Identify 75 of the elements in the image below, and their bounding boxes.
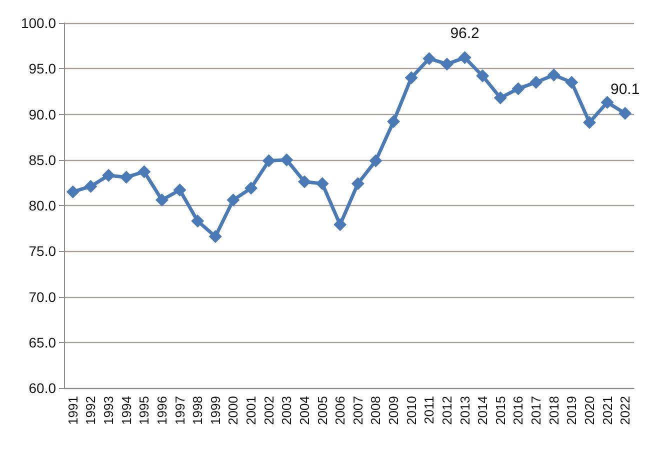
point xyxy=(582,116,596,129)
point xyxy=(565,76,578,89)
x-tick-label: 1992 xyxy=(83,396,98,425)
x-tick-label: 2016 xyxy=(510,396,526,425)
x-tick-label: 2005 xyxy=(314,396,330,425)
x-tick-label: 2019 xyxy=(564,396,580,425)
y-tick-label: 85.0 xyxy=(28,152,56,168)
point xyxy=(458,51,472,64)
point xyxy=(530,76,543,89)
x-tick-label: 2022 xyxy=(618,396,633,425)
x-tick-label: 2020 xyxy=(582,396,597,425)
data-label: 90.1 xyxy=(610,80,640,98)
x-tick-label: 2001 xyxy=(244,396,259,425)
point xyxy=(387,115,400,128)
y-tick-label: 75.0 xyxy=(28,243,56,260)
x-tick-label: 1994 xyxy=(118,396,134,425)
point xyxy=(191,214,204,228)
x-tick-label: 2008 xyxy=(368,396,384,425)
x-tick-label: 1996 xyxy=(154,396,170,425)
x-tick-label: 2004 xyxy=(296,396,312,425)
data-label: 96.2 xyxy=(450,25,480,42)
x-tick-label: 1991 xyxy=(65,396,80,425)
x-tick-label: 2013 xyxy=(457,396,472,425)
point xyxy=(316,177,329,190)
point xyxy=(244,182,258,195)
point xyxy=(155,194,168,207)
y-tick-label: 80.0 xyxy=(28,198,56,214)
y-tick-label: 90.0 xyxy=(28,106,56,122)
x-tick-label: 2009 xyxy=(386,396,402,425)
x-tick-label: 2006 xyxy=(332,396,348,425)
x-tick-label: 2003 xyxy=(279,396,294,425)
y-tick-label: 95.0 xyxy=(28,60,56,77)
y-tick-label: 100.0 xyxy=(20,15,56,31)
x-tick-label: 1998 xyxy=(190,396,206,425)
point xyxy=(476,69,490,82)
x-tick-label: 1997 xyxy=(172,396,188,425)
point xyxy=(334,218,347,232)
point xyxy=(512,82,525,96)
point xyxy=(262,154,276,168)
x-tick-label: 2000 xyxy=(226,396,241,425)
point xyxy=(173,183,186,196)
point xyxy=(618,106,632,120)
x-tick-label: 1993 xyxy=(101,396,116,425)
x-tick-label: 2017 xyxy=(528,396,544,425)
point xyxy=(226,194,240,207)
x-tick-label: 2010 xyxy=(404,396,419,425)
x-tick-label: 2007 xyxy=(350,396,366,425)
x-tick-label: 2011 xyxy=(422,396,437,424)
point xyxy=(208,230,222,244)
point xyxy=(84,180,98,193)
y-tick-label: 70.0 xyxy=(28,288,56,305)
point xyxy=(138,165,151,178)
x-tick-label: 2018 xyxy=(546,396,562,425)
point xyxy=(600,96,614,109)
point xyxy=(120,170,133,184)
point xyxy=(351,177,364,190)
point xyxy=(494,91,507,104)
x-tick-label: 2012 xyxy=(439,396,454,425)
y-tick-label: 60.0 xyxy=(28,380,56,396)
point xyxy=(66,185,80,198)
x-tick-label: 1995 xyxy=(136,396,152,425)
point xyxy=(422,52,436,66)
point xyxy=(404,71,418,84)
point xyxy=(369,154,382,168)
y-tick-label: 65.0 xyxy=(28,334,56,350)
x-tick-label: 2015 xyxy=(492,396,508,425)
point xyxy=(280,153,294,166)
x-tick-label: 2014 xyxy=(475,396,490,425)
x-tick-label: 2021 xyxy=(600,396,615,425)
x-tick-label: 2002 xyxy=(261,396,276,425)
point xyxy=(298,175,311,188)
point xyxy=(102,168,116,182)
point xyxy=(440,58,454,71)
x-tick-label: 1999 xyxy=(208,396,223,425)
point xyxy=(547,68,560,82)
